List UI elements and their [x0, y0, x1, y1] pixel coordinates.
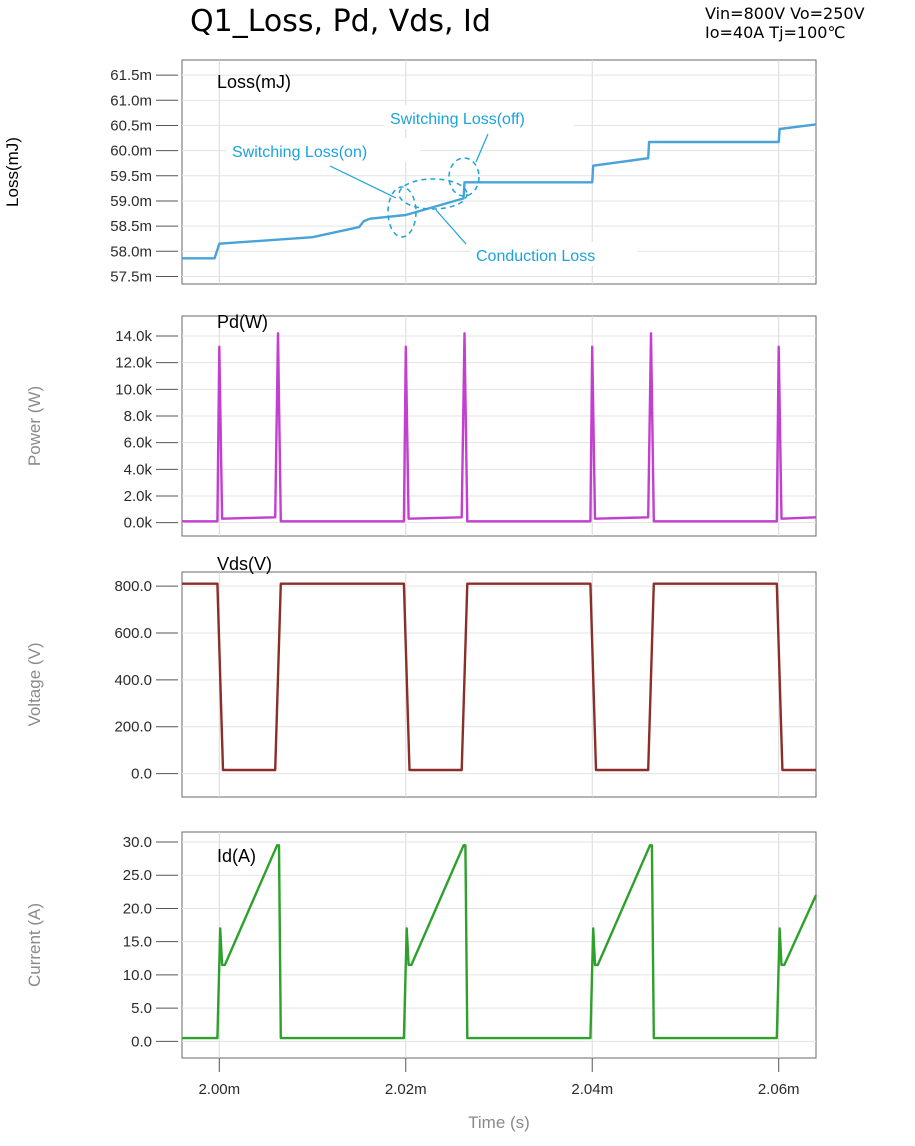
series-line: [182, 123, 817, 260]
y-tick-label: 61.5m: [110, 67, 152, 84]
panel-label: Pd(W): [217, 312, 268, 332]
y-tick-label: 60.5m: [110, 117, 152, 134]
y-axis-label: Current (A): [25, 903, 44, 987]
plot-frame: [181, 315, 817, 537]
y-tick-label: 4.0k: [124, 461, 153, 478]
switching-on-ellipse: [387, 186, 417, 238]
conditions-line-2: Io=40A Tj=100℃: [705, 23, 846, 42]
y-tick-label: 61.0m: [110, 92, 152, 109]
x-tick-label: 2.06m: [758, 1081, 800, 1098]
y-tick-label: 15.0: [123, 934, 152, 951]
series-line: [182, 844, 818, 1040]
y-tick-label: 2.0k: [124, 488, 153, 505]
plot-frame: [181, 831, 817, 1059]
series-line: [182, 332, 817, 523]
panel-label: Id(A): [217, 846, 256, 866]
panel-label: Vds(V): [217, 554, 272, 574]
annotation-label: Switching Loss(on): [232, 144, 367, 161]
loss-annotations: Switching Loss(off) Switching Loss(on) Con…: [226, 105, 638, 266]
y-tick-label: 0.0: [131, 1033, 152, 1050]
y-axis-label: Power (W): [25, 386, 44, 466]
y-tick-label: 12.0k: [115, 355, 152, 372]
y-tick-label: 59.0m: [110, 193, 152, 210]
annotation-bg: [226, 138, 420, 162]
y-tick-label: 14.0k: [115, 328, 152, 345]
page-title: Q1_Loss, Pd, Vds, Id: [190, 4, 491, 39]
y-tick-label: 400.0: [114, 672, 152, 689]
y-tick-label: 6.0k: [124, 435, 153, 452]
y-tick-label: 10.0: [123, 967, 152, 984]
y-tick-label: 25.0: [123, 867, 152, 884]
chart-panel-2: 0.0k 2.0k 4.0k 6.0k 8.0k 10.0k 12.0k 14.0k Power…: [25, 312, 817, 537]
y-tick-label: 20.0: [123, 900, 152, 917]
y-tick-label: 59.5m: [110, 168, 152, 185]
y-tick-label: 800.0: [114, 578, 152, 595]
chart-panel-4: 0.0 5.0 10.0 15.0 20.0 25.0 30.0 Current (A) Id(…: [25, 831, 818, 1132]
chart-panel-1: 57.5m 58.0m 58.5m 59.0m 59.5m 60.0m 60.5m 61.0m…: [3, 59, 817, 285]
conduction-ellipse: [398, 178, 468, 210]
conditions-line-1: Vin=800V Vo=250V: [705, 4, 865, 23]
chart-panel-3: 0.0 200.0 400.0 600.0 800.0 Voltage (V) Vds(V): [25, 554, 817, 798]
x-tick-label: 2.00m: [198, 1081, 240, 1098]
y-tick-label: 0.0k: [124, 515, 153, 532]
y-tick-label: 200.0: [114, 719, 152, 736]
y-tick-label: 30.0: [123, 834, 152, 851]
y-axis-label: Voltage (V): [25, 642, 44, 726]
annotation-label: Switching Loss(off): [390, 111, 525, 128]
y-tick-label: 5.0: [131, 1000, 152, 1017]
x-axis-label: Time (s): [468, 1113, 530, 1132]
panel-label: Loss(mJ): [217, 72, 291, 92]
y-tick-label: 10.0k: [115, 381, 152, 398]
x-tick-label: 2.02m: [385, 1081, 427, 1098]
series-line: [182, 582, 816, 772]
y-tick-label: 8.0k: [124, 408, 153, 425]
x-tick-label: 2.04m: [571, 1081, 613, 1098]
switching-on-leader: [329, 165, 397, 199]
y-tick-label: 60.0m: [110, 143, 152, 160]
y-tick-label: 58.0m: [110, 243, 152, 260]
annotation-bg: [470, 242, 638, 266]
y-tick-label: 0.0: [131, 766, 152, 783]
annotation-bg: [384, 105, 574, 129]
switching-off-leader: [475, 133, 489, 163]
switching-off-ellipse: [448, 157, 480, 197]
y-tick-label: 58.5m: [110, 218, 152, 235]
y-tick-label: 600.0: [114, 625, 152, 642]
conduction-leader: [435, 209, 467, 245]
y-tick-label: 57.5m: [110, 268, 152, 285]
y-axis-label: Loss(mJ): [3, 137, 22, 207]
annotation-label: Conduction Loss: [476, 248, 595, 265]
plot-frame: [181, 571, 817, 798]
